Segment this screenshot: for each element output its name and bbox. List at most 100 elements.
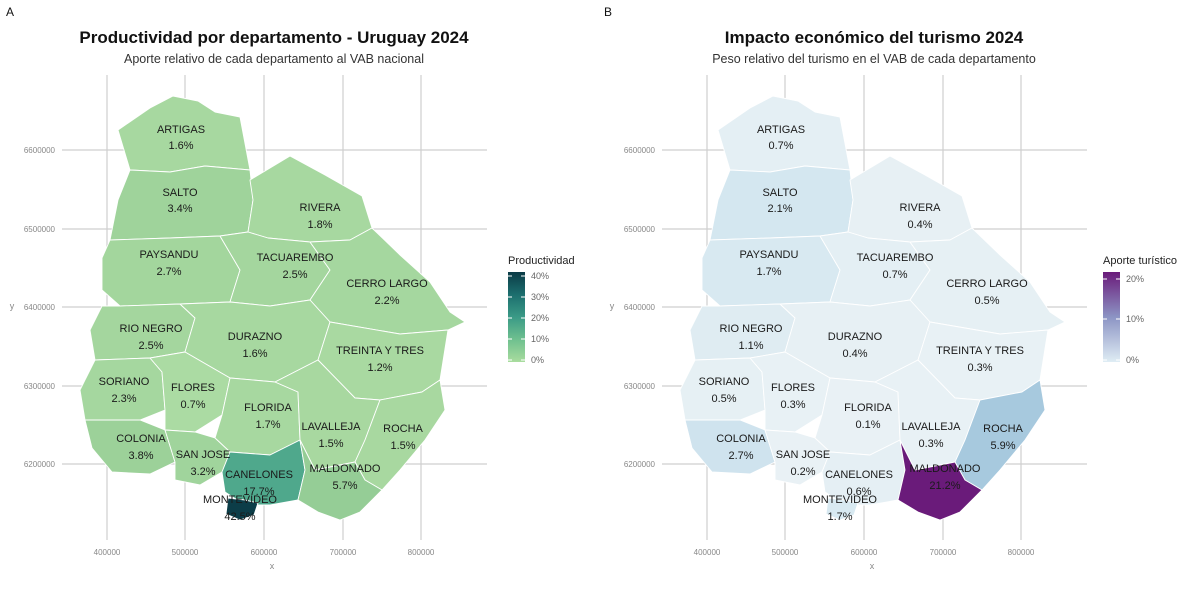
legend: Productividad 40% 30% 20% 10% 0%: [508, 255, 575, 365]
department-value: 2.7%: [156, 266, 181, 278]
department-name: FLORES: [171, 382, 215, 394]
x-tick-label: 800000: [408, 548, 435, 557]
legend-tick-marks: [1103, 278, 1120, 361]
legend-tick-label: 10%: [531, 334, 549, 344]
legend-tick-label: 40%: [531, 271, 549, 281]
department-value: 0.1%: [855, 419, 880, 431]
department-value: 2.3%: [111, 393, 136, 405]
department-florida: [214, 377, 301, 456]
department-name: MONTEVIDEO: [203, 494, 277, 506]
department-name: TREINTA Y TRES: [936, 345, 1024, 357]
legend: Aporte turístico 20% 10% 0%: [1103, 255, 1177, 365]
department-value: 1.1%: [738, 340, 763, 352]
map-departments: [79, 95, 466, 521]
department-value: 5.7%: [332, 480, 357, 492]
x-axis: 400000 500000 600000 700000 800000 x: [94, 548, 435, 571]
y-tick-label: 6600000: [24, 146, 56, 155]
department-value: 1.7%: [756, 266, 781, 278]
department-value: 2.5%: [138, 340, 163, 352]
y-tick-label: 6500000: [624, 225, 656, 234]
legend-tick-label: 20%: [531, 313, 549, 323]
department-canelones: [821, 439, 906, 506]
x-axis-label: x: [870, 561, 875, 571]
department-name: ROCHA: [983, 423, 1023, 435]
department-name: CERRO LARGO: [946, 278, 1028, 290]
department-name: COLONIA: [116, 433, 166, 445]
map-departments: [679, 95, 1066, 521]
y-tick-label: 6400000: [24, 303, 56, 312]
department-name: SALTO: [762, 187, 797, 199]
x-tick-label: 500000: [772, 548, 799, 557]
legend-tick-label: 30%: [531, 292, 549, 302]
y-tick-label: 6600000: [624, 146, 656, 155]
department-value: 3.2%: [190, 466, 215, 478]
department-value: 0.6%: [846, 486, 871, 498]
department-value: 0.7%: [180, 399, 205, 411]
department-value: 0.3%: [918, 438, 943, 450]
department-name: DURAZNO: [228, 331, 283, 343]
department-value: 0.3%: [967, 362, 992, 374]
x-axis: 400000 500000 600000 700000 800000 x: [694, 548, 1035, 571]
department-name: SALTO: [162, 187, 197, 199]
y-axis-label: y: [10, 301, 15, 311]
department-value: 0.7%: [882, 269, 907, 281]
department-name: SAN JOSE: [176, 449, 230, 461]
department-rocha: [354, 379, 446, 491]
department-name: CERRO LARGO: [346, 278, 428, 290]
legend-tick-labels: 20% 10% 0%: [1126, 274, 1144, 365]
department-name: PAYSANDU: [140, 249, 199, 261]
legend-tick-labels: 40% 30% 20% 10% 0%: [531, 271, 549, 365]
department-name: SORIANO: [699, 376, 750, 388]
y-tick-label: 6200000: [24, 460, 56, 469]
x-axis-label: x: [270, 561, 275, 571]
department-value: 1.8%: [307, 219, 332, 231]
x-tick-label: 600000: [851, 548, 878, 557]
panel-tag: A: [6, 5, 14, 19]
department-value: 1.7%: [827, 511, 852, 523]
department-soriano: [79, 357, 166, 421]
department-value: 0.5%: [711, 393, 736, 405]
department-value: 2.1%: [767, 203, 792, 215]
department-value: 42.5%: [224, 511, 255, 523]
department-name: TACUAREMBO: [257, 252, 334, 264]
department-name: MALDONADO: [310, 463, 381, 475]
x-tick-label: 500000: [172, 548, 199, 557]
panel-title: Impacto económico del turismo 2024: [725, 28, 1024, 47]
department-montevideo: [825, 497, 859, 521]
department-name: PAYSANDU: [740, 249, 799, 261]
y-tick-label: 6200000: [624, 460, 656, 469]
department-value: 0.3%: [780, 399, 805, 411]
x-tick-label: 700000: [930, 548, 957, 557]
y-tick-label: 6300000: [624, 382, 656, 391]
y-axis-label: y: [610, 301, 615, 311]
department-name: RIVERA: [900, 202, 942, 214]
map-labels: ARTIGAS 1.6% SALTO 3.4% RIVERA 1.8% PAYS…: [99, 124, 428, 523]
department-soriano: [679, 357, 766, 421]
x-tick-label: 400000: [694, 548, 721, 557]
department-value: 0.7%: [768, 140, 793, 152]
department-name: CANELONES: [825, 469, 893, 481]
panel-turismo: B Impacto económico del turismo 2024 Pes…: [604, 5, 1177, 571]
panel-productividad: A Productividad por departamento - Urugu…: [6, 5, 575, 571]
department-value: 1.5%: [318, 438, 343, 450]
department-value: 17.7%: [243, 486, 274, 498]
department-value: 1.2%: [367, 362, 392, 374]
department-value: 0.4%: [842, 348, 867, 360]
department-name: CANELONES: [225, 469, 293, 481]
department-value: 2.5%: [282, 269, 307, 281]
department-value: 3.4%: [167, 203, 192, 215]
legend-title: Productividad: [508, 255, 575, 267]
department-name: RIVERA: [300, 202, 342, 214]
department-rocha: [954, 379, 1046, 491]
legend-colorbar: [508, 272, 525, 362]
department-name: ARTIGAS: [757, 124, 805, 136]
department-name: ROCHA: [383, 423, 423, 435]
map-labels: ARTIGAS 0.7% SALTO 2.1% RIVERA 0.4% PAYS…: [699, 124, 1028, 523]
department-name: RIO NEGRO: [120, 323, 183, 335]
department-value: 1.5%: [390, 440, 415, 452]
legend-tick-marks: [508, 275, 525, 361]
y-axis: 6600000 6500000 6400000 6300000 6200000 …: [610, 146, 656, 469]
y-tick-label: 6500000: [24, 225, 56, 234]
